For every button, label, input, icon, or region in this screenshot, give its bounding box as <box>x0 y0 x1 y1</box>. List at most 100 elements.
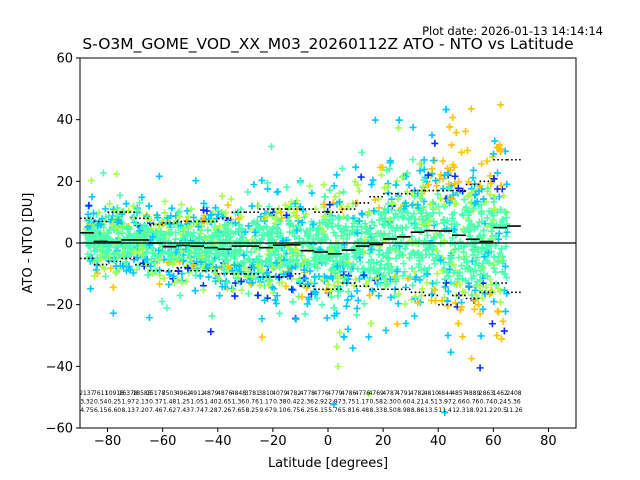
scatter-point <box>490 150 498 158</box>
bin-annotation-text: 7.65 <box>232 407 246 414</box>
scatter-point <box>245 290 253 298</box>
scatter-point <box>334 363 342 371</box>
scatter-point <box>365 230 373 238</box>
scatter-point <box>395 116 403 124</box>
scatter-point <box>450 209 458 217</box>
scatter-point <box>172 248 180 256</box>
scatter-point <box>426 201 434 209</box>
scatter-point <box>159 249 167 257</box>
scatter-point <box>419 182 427 190</box>
scatter-point <box>344 288 352 296</box>
bin-annotation-text: 4879 <box>203 390 218 397</box>
scatter-point <box>257 213 265 221</box>
scatter-point <box>439 175 447 183</box>
scatter-point <box>412 293 420 301</box>
scatter-point <box>433 278 441 286</box>
scatter-point <box>334 213 342 221</box>
scatter-point <box>125 207 133 215</box>
scatter-point <box>199 216 207 224</box>
scatter-point <box>329 199 337 207</box>
bin-annotation-text: 7.46 <box>149 407 163 414</box>
scatter-point <box>340 274 348 282</box>
scatter-point <box>430 256 438 264</box>
bin-annotation-text: 2137 <box>79 390 94 397</box>
scatter-point <box>294 214 302 222</box>
scatter-point <box>318 301 326 309</box>
scatter-point <box>268 264 276 272</box>
scatter-point <box>260 214 268 222</box>
scatter-point <box>122 267 130 275</box>
scatter-point <box>401 268 409 276</box>
bin-annotation-text: 4.75 <box>80 407 94 414</box>
scatter-point <box>201 248 209 256</box>
scatter-point <box>499 257 507 265</box>
bin-annotation-text: 7.74 <box>190 407 204 414</box>
scatter-point <box>497 206 505 214</box>
scatter-point <box>213 272 221 280</box>
scatter-point <box>341 260 349 268</box>
scatter-point <box>196 272 204 280</box>
scatter-point <box>331 269 339 277</box>
scatter-point <box>449 191 457 199</box>
scatter-point <box>495 235 503 243</box>
scatter-point <box>430 218 438 226</box>
scatter-point <box>456 280 464 288</box>
scatter-point <box>460 196 468 204</box>
scatter-point <box>253 217 261 225</box>
scatter-point <box>480 270 488 278</box>
scatter-point <box>476 282 484 290</box>
scatter-point <box>398 173 406 181</box>
bin-annotation-text: 1.36 <box>232 399 246 406</box>
bin-annotation-text: 16378 <box>119 390 138 397</box>
scatter-point <box>295 234 303 242</box>
scatter-point <box>161 209 169 217</box>
bin-annotation-text: 4876 <box>217 390 232 397</box>
bin-annotation-text: 8.98 <box>397 407 411 414</box>
scatter-point <box>168 250 176 258</box>
scatter-point <box>444 184 452 192</box>
scatter-point <box>282 211 290 219</box>
scatter-point <box>469 174 477 182</box>
scatter-point <box>94 233 102 241</box>
scatter-point <box>462 127 470 135</box>
y-axis-ticks: −60 −40 −20 0 20 40 60 <box>46 52 80 437</box>
scatter-point <box>479 243 487 251</box>
scatter-point <box>444 297 452 305</box>
scatter-point <box>447 348 455 356</box>
scatter-point <box>432 177 440 185</box>
scatter-point <box>487 227 495 235</box>
scatter-point <box>454 320 462 328</box>
bin-annotation-text: 4787 <box>382 390 397 397</box>
scatter-point <box>289 249 297 257</box>
scatter-point <box>203 264 211 272</box>
scatter-point <box>482 283 490 291</box>
scatter-point <box>376 279 384 287</box>
scatter-point <box>409 200 417 208</box>
scatter-point <box>456 237 464 245</box>
scatter-point <box>360 271 368 279</box>
scatter-point <box>88 176 96 184</box>
scatter-point <box>481 289 489 297</box>
scatter-point <box>468 275 476 283</box>
scatter-point <box>163 304 171 312</box>
scatter-point <box>405 181 413 189</box>
scatter-point <box>141 223 149 231</box>
scatter-point <box>311 273 319 281</box>
scatter-point <box>227 195 235 203</box>
scatter-point <box>495 229 503 237</box>
scatter-point <box>306 267 314 275</box>
scatter-point <box>502 233 510 241</box>
scatter-point <box>394 300 402 308</box>
scatter-point <box>241 228 249 236</box>
scatter-point <box>500 327 508 335</box>
scatter-point <box>368 218 376 226</box>
scatter-point <box>386 275 394 283</box>
scatter-point <box>434 252 442 260</box>
scatter-point <box>365 390 373 398</box>
scatter-point <box>205 273 213 281</box>
scatter-point <box>388 200 396 208</box>
scatter-point <box>393 267 401 275</box>
scatter-point <box>164 248 172 256</box>
x-axis-label: Latitude [degrees] <box>268 456 388 471</box>
scatter-point <box>488 320 496 328</box>
